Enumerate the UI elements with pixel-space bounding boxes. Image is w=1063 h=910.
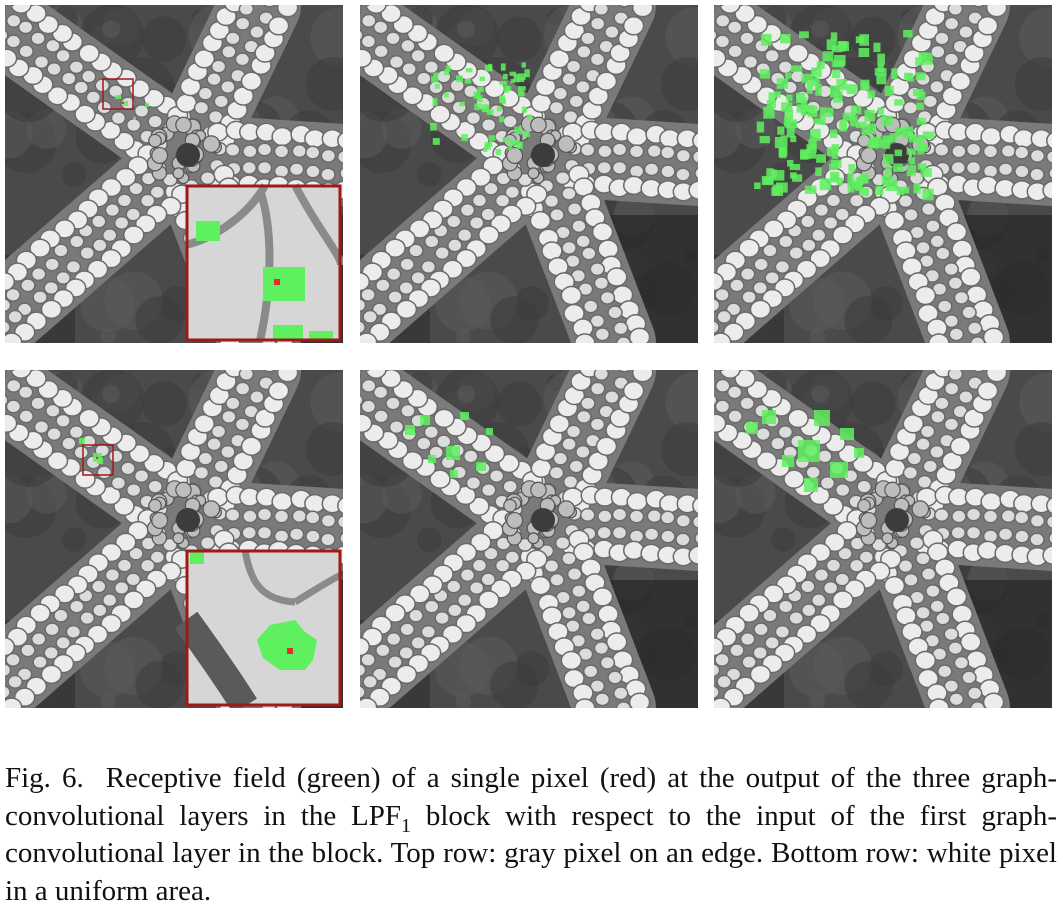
figure-label: Fig. 6. [5, 762, 84, 794]
target-pixel-zoomed [287, 648, 293, 654]
zoom-inset [186, 185, 341, 341]
panel-top-layer2 [360, 5, 698, 343]
panel-bottom-layer3 [714, 370, 1052, 708]
panel-bottom-layer2 [360, 370, 698, 708]
zoom-inset [186, 550, 341, 706]
panel-top-layer3 [714, 5, 1052, 343]
panel-bottom-layer1 [5, 370, 343, 708]
panel-top-layer1 [5, 5, 343, 343]
caption-subscript: 1 [401, 814, 411, 836]
figure-caption: Fig. 6.Receptive field (green) of a sing… [5, 760, 1057, 910]
target-pixel [96, 457, 98, 459]
target-pixel [122, 102, 124, 104]
target-pixel-zoomed [274, 279, 280, 285]
